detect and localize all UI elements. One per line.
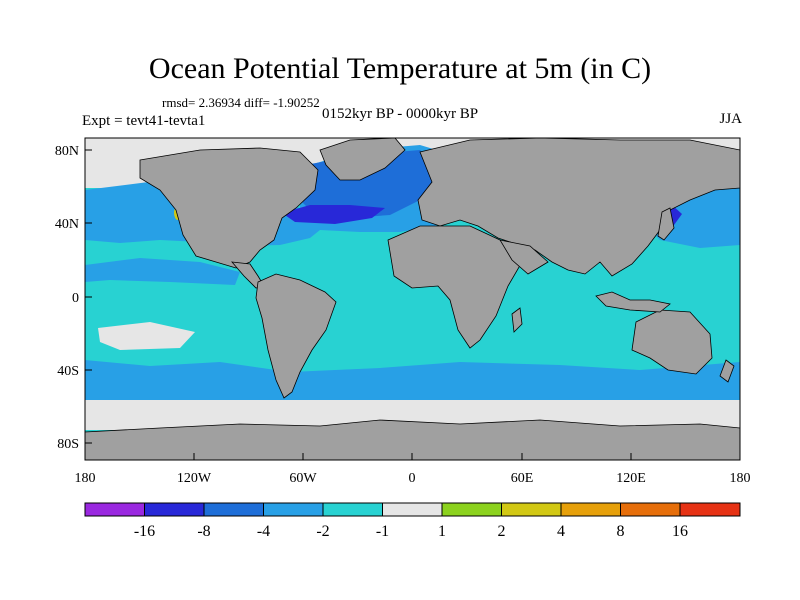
map-plot-area (85, 138, 740, 460)
lon-label-60w: 60W (289, 471, 317, 486)
colorbar-label: -4 (257, 523, 270, 540)
colorbar-swatch (144, 502, 205, 517)
australia (631, 309, 713, 375)
colorbar-label: -16 (134, 523, 155, 540)
lat-label-80s: 80S (57, 437, 79, 452)
latitude-axis (85, 149, 92, 444)
colorbar (84, 502, 741, 517)
greenland (319, 138, 406, 181)
colorbar-swatch (203, 502, 264, 517)
colorbar-label: 2 (498, 523, 506, 540)
season-label: JJA (719, 111, 742, 127)
colorbar-swatch (620, 502, 681, 517)
continents (85, 138, 740, 460)
south-america (255, 273, 337, 399)
lat-label-40s: 40S (57, 364, 79, 379)
madagascar (511, 307, 523, 333)
lon-label-180w: 180 (75, 471, 96, 486)
new-zealand (719, 359, 735, 383)
figure-title: Ocean Potential Temperature at 5m (in C) (148, 52, 652, 85)
lat-label-0: 0 (72, 291, 79, 306)
lat-label-40n: 40N (55, 217, 79, 232)
south-pacific-cold-band (85, 360, 740, 402)
colorbar-swatch (263, 502, 324, 517)
colorbar-label: 1 (438, 523, 446, 540)
longitude-axis (84, 453, 741, 460)
lon-label-120e: 120E (616, 471, 646, 486)
rmsd-diff-stats: rmsd= 2.36934 diff= -1.90252 (162, 95, 320, 110)
north-atlantic-strong-anomaly (282, 205, 385, 224)
lat-label-80n: 80N (55, 144, 79, 159)
africa (387, 225, 523, 349)
lon-label-0: 0 (409, 471, 416, 486)
colorbar-label: 8 (617, 523, 625, 540)
lon-label-60e: 60E (511, 471, 534, 486)
colorbar-swatch (84, 502, 145, 517)
time-period-label: 0152kyr BP - 0000kyr BP (322, 106, 479, 122)
eastern-pacific-cold-band (85, 258, 240, 285)
colorbar-swatch (560, 502, 621, 517)
colorbar-swatch (382, 502, 443, 517)
south-pacific-warm-patch (98, 322, 195, 350)
colorbar-label: 16 (672, 523, 688, 540)
colorbar-label: 4 (557, 523, 565, 540)
antarctica (85, 419, 740, 460)
north-america (139, 147, 319, 269)
japan (657, 207, 675, 241)
eurasia (417, 138, 740, 277)
colorbar-swatch (441, 502, 502, 517)
colorbar-label: -1 (376, 523, 389, 540)
colorbar-swatch (322, 502, 383, 517)
colorbar-label: -8 (197, 523, 210, 540)
colorbar-swatch (679, 502, 741, 517)
indonesia (595, 291, 671, 313)
experiment-label: Expt = tevt41-tevta1 (82, 113, 206, 129)
arabia (499, 239, 549, 275)
colorbar-label: -2 (316, 523, 329, 540)
lon-label-120w: 120W (177, 471, 212, 486)
lon-label-180e: 180 (730, 471, 751, 486)
colorbar-swatch (501, 502, 562, 517)
